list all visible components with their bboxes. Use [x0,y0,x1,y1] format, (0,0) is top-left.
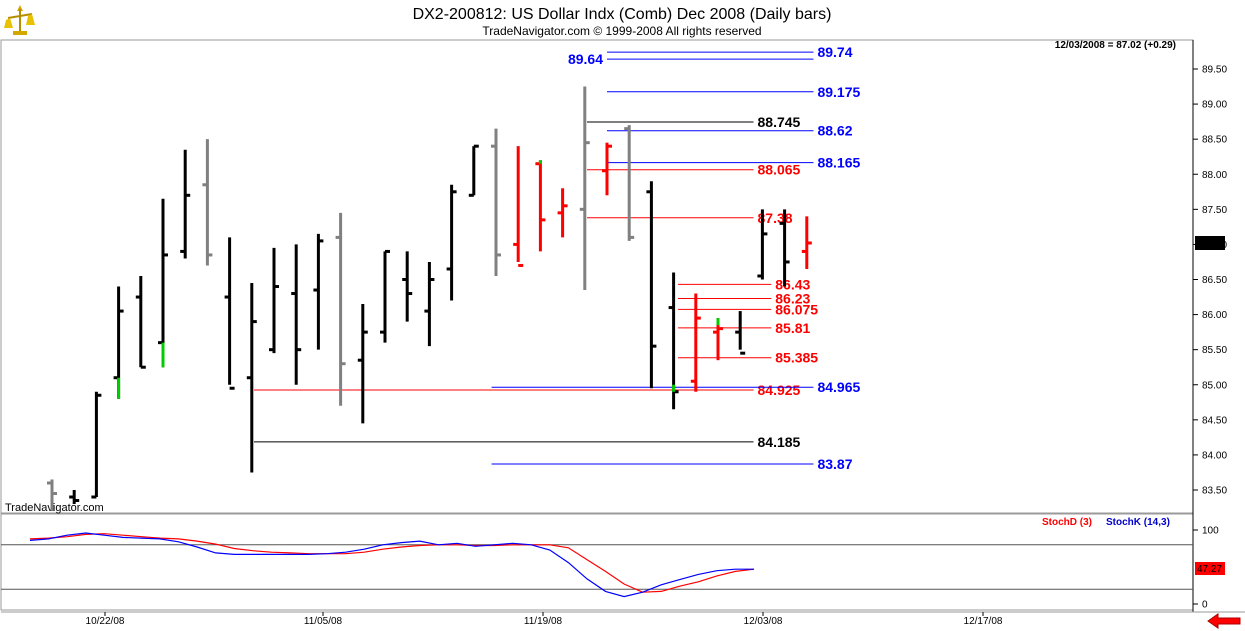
level-label: 83.87 [817,456,852,472]
last-quote: 12/03/2008 = 87.02 (+0.29) [1055,40,1176,51]
price-y-tick-label: 89.00 [1202,100,1227,111]
price-y-tick-label: 85.50 [1202,345,1227,356]
price-y-tick-label: 87.50 [1202,205,1227,216]
legend-stochk: StochK (14,3) [1106,517,1170,528]
x-tick-label: 11/19/08 [524,616,563,627]
date-x-axis: 10/22/08 11/05/08 11/19/08 12/03/08 12/17/08 [86,612,1003,627]
level-label: 89.175 [817,84,860,100]
level-label: 86.075 [775,301,818,317]
level-label: 86.23 [775,290,810,306]
level-label: 89.74 [817,44,852,60]
level-label: 85.385 [775,350,818,366]
level-label: 88.745 [758,114,801,130]
indicator-last-label: 47.27 [1197,564,1222,575]
copyright-subtitle: TradeNavigator.com © 1999-2008 All right… [482,24,761,38]
level-label: 88.62 [817,123,852,139]
chart-title: DX2-200812: US Dollar Indx (Comb) Dec 20… [413,6,832,23]
scroll-left-arrow-icon[interactable] [1207,613,1241,629]
x-tick-label: 12/17/08 [964,616,1003,627]
x-tick-label: 11/05/08 [304,616,343,627]
stoch-line [29,533,755,593]
indicator-last-box [1195,562,1225,575]
legend-stochd: StochD (3) [1042,517,1092,528]
price-y-tick-label: 85.00 [1202,380,1227,391]
x-tick-label: 10/22/08 [86,616,125,627]
price-y-tick-label: 89.50 [1202,65,1227,76]
watermark: TradeNavigator.com [5,502,104,514]
level-label: 85.81 [775,320,810,336]
last-price-box [1195,236,1225,250]
level-label: 89.64 [568,51,603,67]
price-bars [47,86,812,512]
level-label: 84.925 [758,382,801,398]
indicator-y-axis: 0 100 [1,526,1219,611]
stoch-y-tick-label: 100 [1202,526,1219,537]
level-label: 88.065 [758,162,801,178]
price-y-tick-label: 88.50 [1202,135,1227,146]
price-y-tick-label: 86.00 [1202,310,1227,321]
x-tick-label: 12/03/08 [744,616,783,627]
price-y-tick-label: 83.50 [1202,486,1227,497]
price-panel [0,39,1194,514]
price-y-tick-label: 84.50 [1202,415,1227,426]
price-y-tick-label: 86.50 [1202,275,1227,286]
price-y-tick-label: 88.00 [1202,170,1227,181]
indicator-panel [0,513,1194,611]
price-y-axis: 83.5084.0084.5085.0085.5086.0086.5087.00… [1193,65,1227,497]
price-y-tick-label: 84.00 [1202,450,1227,461]
last-price-label: 87.02 [1197,239,1222,250]
level-label: 84.185 [758,434,801,450]
stoch-line [29,532,754,598]
level-label: 84.965 [817,379,860,395]
stoch-y-tick-label: 0 [1202,600,1208,611]
logo-icon [2,2,40,38]
level-label: 88.165 [817,155,860,171]
stochastic-lines [29,532,755,598]
